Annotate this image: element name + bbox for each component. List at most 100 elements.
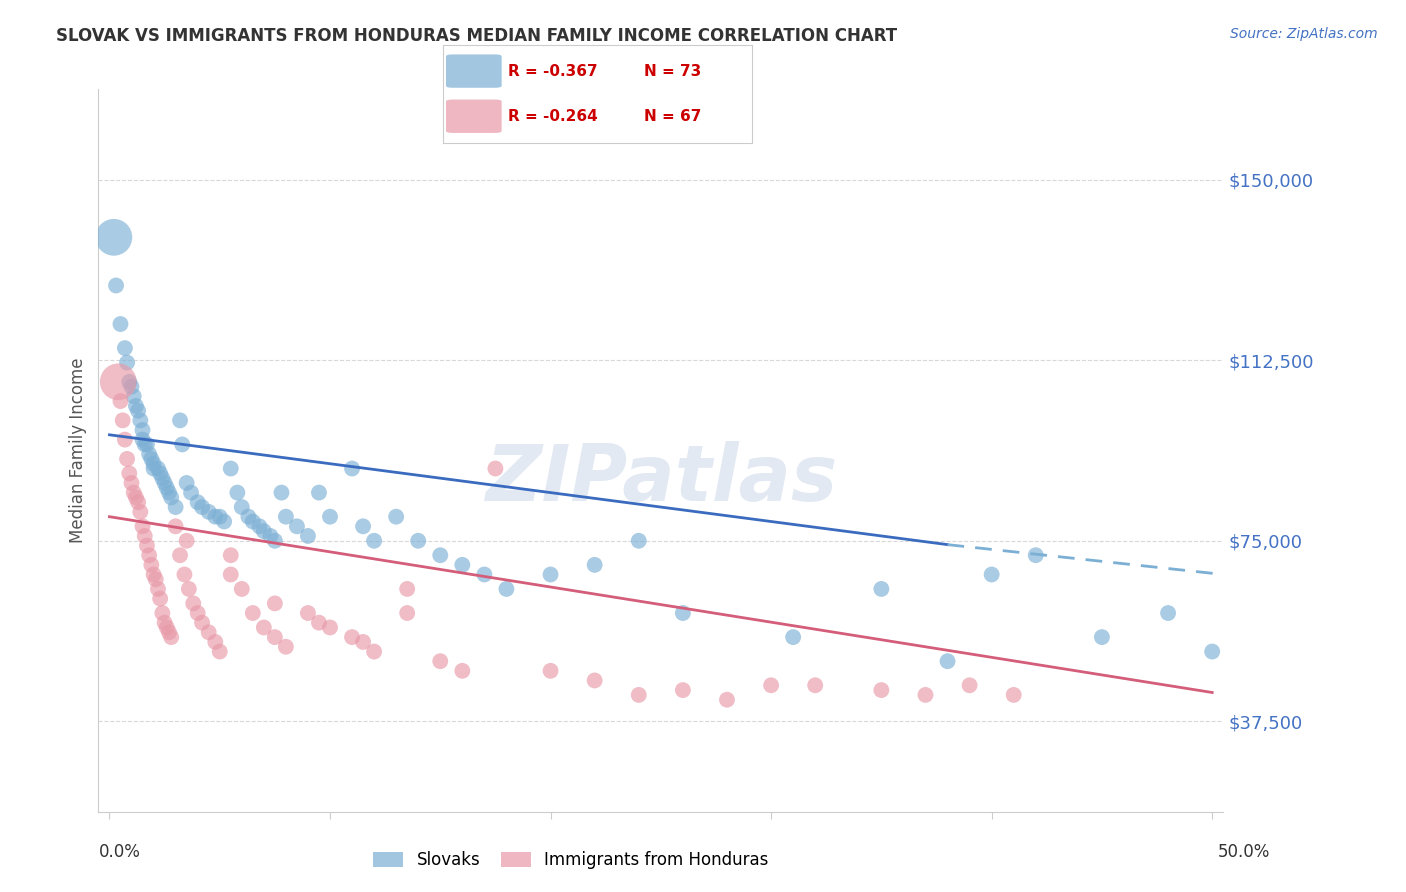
Point (169, 548, 191, 562)
Point (111, 413, 134, 427)
Point (156, 620, 179, 634)
Point (181, 596, 204, 610)
Point (484, 461, 506, 475)
Point (176, 475, 198, 490)
Point (115, 451, 138, 466)
Point (429, 654, 451, 668)
Point (672, 683, 695, 698)
Point (157, 485, 180, 500)
Point (153, 615, 176, 630)
Text: Source: ZipAtlas.com: Source: ZipAtlas.com (1230, 27, 1378, 41)
FancyBboxPatch shape (446, 54, 502, 87)
Point (146, 582, 169, 596)
Point (363, 644, 385, 658)
Point (187, 606, 209, 620)
Point (118, 375, 141, 389)
Point (125, 399, 148, 413)
Point (177, 582, 200, 596)
Point (129, 505, 152, 519)
Point (627, 533, 650, 548)
Point (980, 567, 1002, 582)
Point (540, 664, 562, 678)
Point (870, 582, 893, 596)
Point (141, 451, 163, 466)
Point (122, 389, 145, 403)
Point (103, 230, 125, 244)
Point (406, 533, 429, 548)
Point (160, 491, 183, 505)
Point (165, 500, 187, 514)
Point (212, 515, 235, 529)
Point (583, 558, 606, 572)
Point (914, 688, 936, 702)
Point (131, 423, 153, 437)
Point (208, 644, 231, 658)
Point (959, 678, 981, 692)
Point (169, 413, 191, 427)
Point (142, 461, 165, 475)
Point (114, 341, 136, 355)
Point (340, 461, 363, 475)
Point (297, 606, 319, 620)
Point (136, 437, 159, 451)
Point (114, 433, 136, 447)
Text: SLOVAK VS IMMIGRANTS FROM HONDURAS MEDIAN FAMILY INCOME CORRELATION CHART: SLOVAK VS IMMIGRANTS FROM HONDURAS MEDIA… (56, 27, 897, 45)
Point (145, 572, 167, 586)
Point (226, 485, 249, 500)
Point (208, 509, 231, 524)
Point (138, 447, 160, 461)
Point (129, 413, 152, 427)
Point (131, 433, 153, 447)
Text: N = 67: N = 67 (644, 109, 702, 124)
Point (249, 519, 271, 533)
Point (627, 688, 650, 702)
Point (319, 620, 342, 634)
Point (253, 620, 276, 634)
Point (146, 461, 169, 475)
Point (253, 524, 276, 538)
Point (115, 355, 138, 369)
Text: R = -0.367: R = -0.367 (508, 63, 598, 78)
Point (308, 615, 330, 630)
Point (142, 567, 165, 582)
Point (495, 582, 517, 596)
Point (160, 630, 183, 644)
Point (540, 567, 562, 582)
Legend: Slovaks, Immigrants from Honduras: Slovaks, Immigrants from Honduras (367, 845, 775, 876)
Point (110, 394, 132, 409)
Point (107, 375, 129, 389)
Text: N = 73: N = 73 (644, 63, 702, 78)
Point (474, 567, 496, 582)
Point (142, 457, 165, 471)
Point (782, 630, 804, 644)
Point (127, 495, 149, 509)
Point (263, 533, 285, 548)
Point (274, 640, 297, 654)
Point (172, 437, 194, 451)
Point (319, 509, 342, 524)
Point (429, 548, 451, 562)
FancyBboxPatch shape (446, 100, 502, 133)
Point (219, 461, 242, 475)
Point (138, 548, 160, 562)
Point (672, 606, 695, 620)
Point (231, 500, 253, 514)
Point (274, 509, 297, 524)
Point (153, 475, 176, 490)
Point (150, 471, 173, 485)
Point (180, 485, 202, 500)
Point (136, 539, 159, 553)
Point (191, 615, 214, 630)
Point (1025, 548, 1047, 562)
Point (173, 567, 195, 582)
Point (716, 692, 738, 706)
Point (270, 485, 292, 500)
Point (149, 591, 172, 606)
Point (150, 606, 173, 620)
Point (1157, 606, 1180, 620)
Point (157, 625, 180, 640)
Point (204, 635, 226, 649)
Point (197, 625, 219, 640)
Point (1201, 644, 1223, 658)
Text: 0.0%: 0.0% (98, 843, 141, 861)
